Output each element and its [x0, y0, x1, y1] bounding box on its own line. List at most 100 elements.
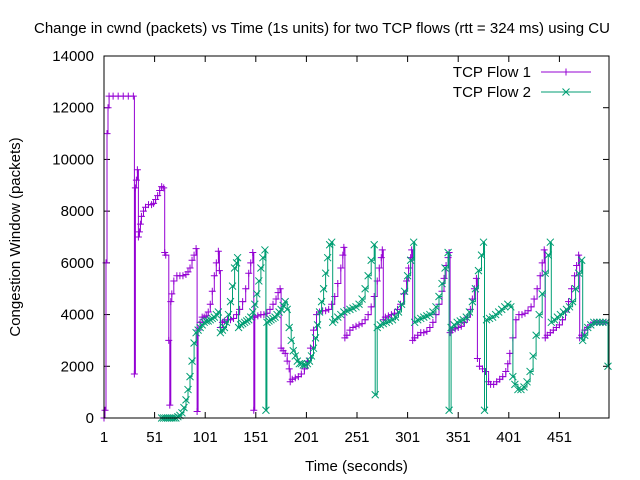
data-point: [568, 297, 577, 306]
data-point: [364, 311, 372, 319]
data-point: [602, 318, 610, 327]
data-point: [269, 300, 277, 308]
data-point: [361, 284, 369, 293]
data-point: [387, 311, 395, 319]
data-point: [393, 305, 401, 313]
legend-item-1: TCP Flow 1: [453, 64, 591, 81]
data-point: [130, 370, 138, 378]
data-point: [206, 300, 214, 308]
data-point: [288, 375, 296, 383]
data-point: [400, 290, 408, 298]
data-point: [573, 261, 581, 269]
data-point: [381, 313, 389, 321]
data-point: [328, 300, 336, 308]
data-point: [454, 324, 462, 331]
data-point: [580, 331, 589, 340]
series-layer: [100, 92, 612, 422]
data-point: [170, 277, 178, 285]
data-point: [168, 290, 176, 298]
data-point: [317, 297, 326, 306]
data-point: [358, 295, 366, 303]
data-point: [257, 264, 265, 272]
data-point: [315, 308, 324, 316]
data-point: [480, 406, 489, 415]
data-point: [132, 176, 140, 184]
data-point: [499, 373, 507, 381]
data-point: [565, 298, 573, 306]
series-2: [157, 238, 612, 422]
data-point: [477, 251, 486, 259]
x-tick-label: 151: [243, 429, 268, 446]
x-tick-label: 1: [100, 429, 108, 446]
data-point: [266, 305, 274, 313]
x-axis-ticks: 1 51 101 151 201 251 301 351 401 451: [100, 56, 572, 446]
y-axis-label: Congestion Window (packets): [7, 137, 24, 336]
data-point: [377, 254, 385, 262]
data-point: [593, 318, 601, 327]
data-point: [504, 360, 512, 368]
data-point: [254, 312, 262, 320]
data-point: [204, 317, 213, 325]
y-tick-label: 2000: [61, 358, 94, 375]
data-point: [340, 243, 348, 251]
data-point: [281, 349, 289, 357]
data-point: [571, 284, 580, 293]
data-point: [546, 238, 555, 247]
data-point: [220, 323, 229, 332]
y-axis-ticks: 0 2000 4000 6000 8000 10000 12000 14000: [52, 48, 609, 427]
data-point: [599, 318, 607, 327]
data-point: [190, 339, 198, 347]
data-point: [167, 298, 175, 306]
data-point: [400, 287, 409, 296]
x-tick-label: 351: [446, 429, 471, 446]
data-point: [236, 321, 245, 329]
data-point: [291, 352, 300, 360]
data-point: [184, 268, 192, 276]
y-tick-label: 8000: [61, 203, 94, 220]
data-point: [544, 251, 553, 259]
x-tick-label: 51: [146, 429, 163, 446]
data-point: [186, 264, 194, 272]
data-point: [215, 267, 223, 275]
data-point: [524, 307, 532, 315]
data-point: [246, 313, 255, 322]
data-point: [370, 292, 378, 300]
data-point: [533, 285, 541, 293]
y-tick-label: 4000: [61, 307, 94, 324]
data-point: [337, 264, 345, 272]
data-point: [529, 352, 537, 360]
data-point: [435, 292, 443, 301]
chart-title: Change in cwnd (packets) vs Time (1s uni…: [34, 20, 610, 37]
data-point: [202, 312, 210, 320]
data-point: [361, 316, 369, 324]
data-point: [334, 280, 342, 288]
data-point: [506, 302, 515, 311]
data-point: [182, 396, 190, 404]
data-point: [309, 326, 317, 334]
data-point: [101, 406, 109, 414]
data-point: [518, 311, 526, 319]
data-point: [131, 184, 139, 192]
data-point: [339, 251, 347, 259]
data-point: [429, 318, 437, 326]
data-point: [129, 92, 137, 100]
y-tick-label: 14000: [52, 48, 94, 65]
data-point: [403, 277, 411, 285]
data-point: [578, 336, 587, 345]
data-point: [440, 274, 448, 282]
data-point: [358, 320, 366, 328]
data-point: [250, 406, 258, 414]
data-point: [276, 285, 284, 293]
data-point: [420, 329, 428, 337]
data-point: [214, 247, 222, 255]
data-point: [355, 300, 363, 309]
data-point: [540, 246, 548, 254]
plot-frame: [103, 55, 610, 419]
data-point: [204, 308, 212, 316]
data-point: [156, 186, 164, 194]
data-point: [277, 305, 285, 314]
data-point: [166, 401, 174, 409]
data-point: [445, 406, 453, 415]
data-point: [574, 269, 583, 278]
